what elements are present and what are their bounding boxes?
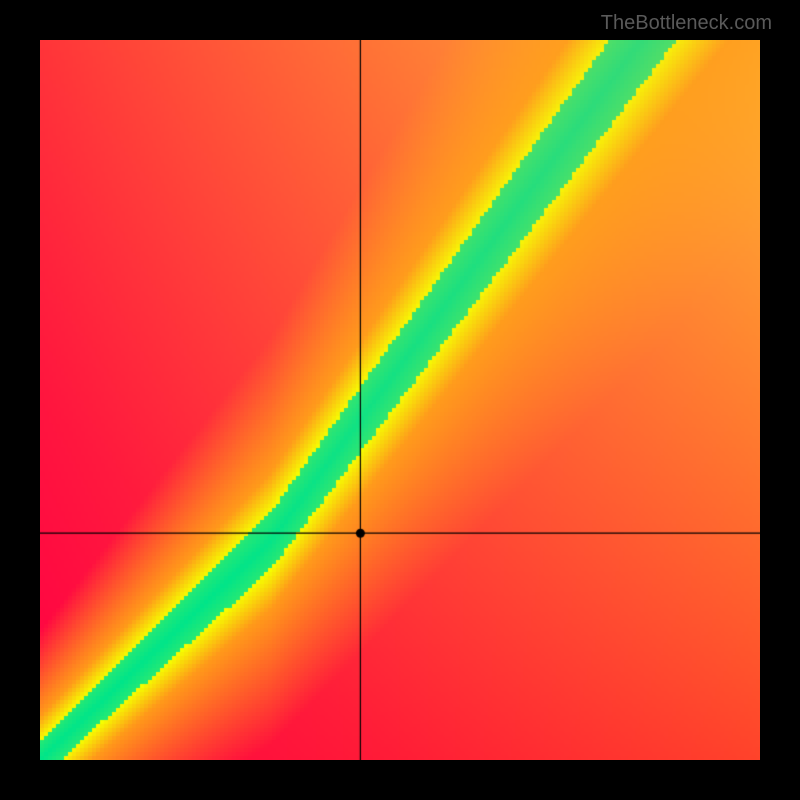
chart-container: TheBottleneck.com <box>0 0 800 800</box>
watermark-text: TheBottleneck.com <box>601 12 772 35</box>
bottleneck-heatmap <box>40 40 760 760</box>
